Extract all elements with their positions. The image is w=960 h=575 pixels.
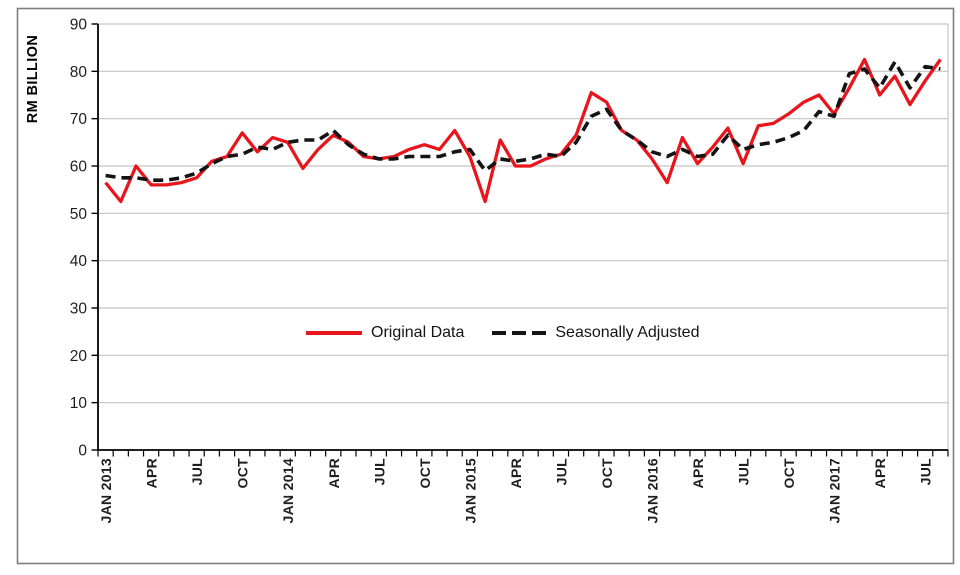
x-axis-label: JAN 2015 — [462, 458, 478, 523]
y-axis-label: 0 — [78, 443, 87, 460]
x-axis-label: APR — [872, 458, 888, 488]
legend-label-original-data: Original Data — [371, 324, 465, 341]
y-axis-label: 80 — [70, 64, 88, 81]
x-axis-label: JAN 2014 — [280, 458, 296, 523]
x-axis-label: JAN 2013 — [98, 458, 114, 523]
legend-label-seasonally-adjusted: Seasonally Adjusted — [555, 324, 700, 341]
figure-border — [16, 7, 955, 565]
y-axis-label: 30 — [70, 301, 88, 318]
y-axis-title: RM BILLION — [25, 35, 41, 124]
x-axis-label: APR — [326, 458, 342, 488]
x-axis-label: JUL — [189, 458, 205, 485]
y-axis-label: 20 — [70, 348, 88, 365]
x-axis-label: JAN 2016 — [645, 458, 661, 523]
series-line-original-data — [104, 57, 942, 204]
x-axis-label: OCT — [781, 458, 797, 489]
x-axis-label: JAN 2017 — [827, 458, 843, 523]
legend-solid-line-icon — [306, 331, 362, 335]
legend-dashed-line-icon — [492, 331, 547, 335]
y-axis-label: 70 — [70, 111, 88, 128]
x-axis-label: OCT — [235, 458, 251, 489]
x-axis-label: JUL — [371, 458, 387, 485]
x-axis-label: OCT — [599, 458, 615, 489]
x-axis-label: OCT — [417, 458, 433, 489]
y-axis-label: 60 — [70, 159, 88, 176]
legend-item-original-data: Original Data — [306, 324, 464, 342]
y-axis-label: 40 — [70, 253, 88, 270]
legend: Original Data Seasonally Adjusted — [306, 320, 699, 346]
x-axis-label: APR — [508, 458, 524, 488]
y-axis-label: 90 — [70, 17, 88, 34]
y-axis-label: 50 — [70, 206, 88, 223]
y-axis-label: 10 — [70, 395, 88, 412]
legend-item-seasonally-adjusted: Seasonally Adjusted — [492, 324, 699, 342]
x-axis-label: APR — [144, 458, 160, 488]
x-axis-label: JUL — [736, 458, 752, 485]
x-axis-label: JUL — [918, 458, 934, 485]
x-axis-label: APR — [690, 458, 706, 488]
series-line-seasonally-adjusted — [105, 60, 941, 182]
x-axis-label: JUL — [553, 458, 569, 485]
